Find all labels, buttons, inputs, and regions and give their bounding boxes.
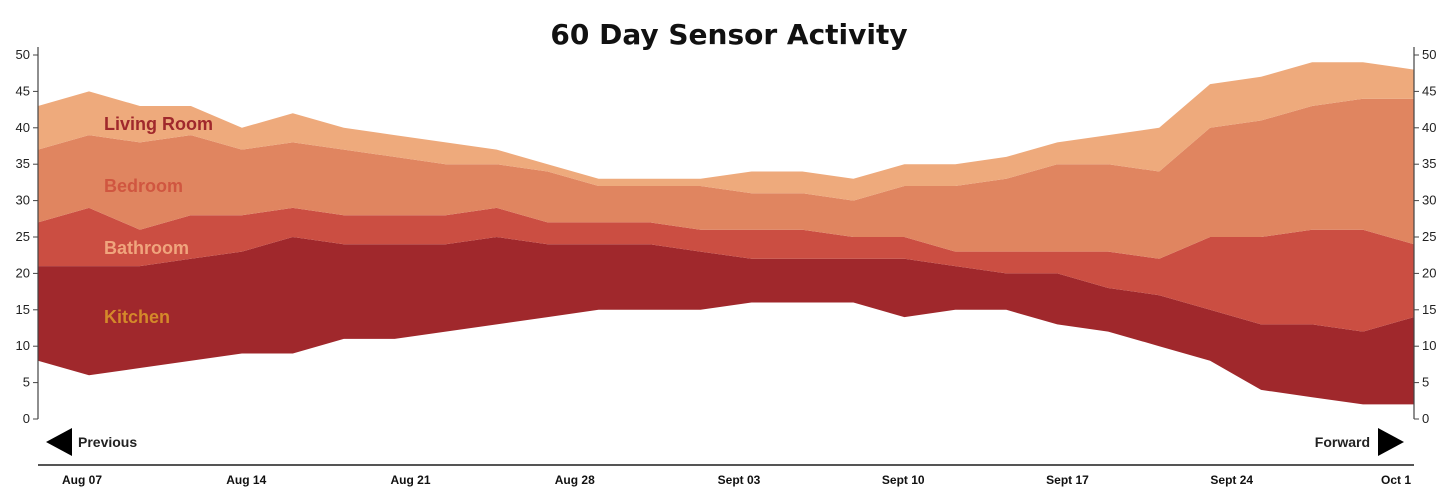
previous-label: Previous xyxy=(78,434,137,450)
y-tick-label: 35 xyxy=(16,156,30,171)
x-tick-label: Oct 1 xyxy=(1381,473,1411,487)
y-tick-label: 5 xyxy=(23,375,30,390)
y-tick-label: 15 xyxy=(16,302,30,317)
y-tick-label: 10 xyxy=(16,338,30,353)
right-arrow-icon xyxy=(1378,428,1404,456)
y-tick-label: 10 xyxy=(1422,338,1436,353)
y-tick-label: 45 xyxy=(1422,83,1436,98)
y-tick-label: 45 xyxy=(16,83,30,98)
y-tick-label: 30 xyxy=(1422,193,1436,208)
forward-button[interactable]: Forward xyxy=(1315,428,1404,456)
stacked-areas xyxy=(38,62,1414,405)
y-tick-label: 0 xyxy=(1422,411,1429,426)
y-tick-label: 25 xyxy=(16,229,30,244)
left-arrow-icon xyxy=(46,428,72,456)
x-tick-label: Sept 17 xyxy=(1046,473,1089,487)
previous-button[interactable]: Previous xyxy=(46,428,137,456)
left-y-axis: 0 5 10 15 20 25 30 35 40 45 50 xyxy=(16,47,39,426)
y-tick-label: 40 xyxy=(16,120,30,135)
y-tick-label: 40 xyxy=(1422,120,1436,135)
y-tick-label: 5 xyxy=(1422,375,1429,390)
area-bedroom xyxy=(38,98,1414,259)
series-labels: Kitchen Bathroom Bedroom Living Room xyxy=(104,114,213,327)
x-tick-label: Sept 24 xyxy=(1210,473,1253,487)
y-tick-label: 50 xyxy=(1422,47,1436,62)
x-tick-label: Aug 21 xyxy=(390,473,430,487)
series-label-bathroom: Bathroom xyxy=(104,238,189,258)
y-tick-label: 20 xyxy=(1422,265,1436,280)
forward-label: Forward xyxy=(1315,434,1370,450)
y-tick-label: 20 xyxy=(16,265,30,280)
x-tick-label: Sept 10 xyxy=(882,473,925,487)
series-label-bedroom: Bedroom xyxy=(104,176,183,196)
y-tick-label: 50 xyxy=(16,47,30,62)
x-tick-label: Aug 14 xyxy=(226,473,266,487)
area-bathroom xyxy=(38,207,1414,332)
y-tick-label: 35 xyxy=(1422,156,1436,171)
chart-title: 60 Day Sensor Activity xyxy=(550,18,907,51)
x-axis-labels: Aug 07 Aug 14 Aug 21 Aug 28 Sept 03 Sept 10 Se… xyxy=(62,473,1411,487)
area-living-room xyxy=(38,62,1414,201)
y-tick-label: 25 xyxy=(1422,229,1436,244)
x-tick-label: Aug 28 xyxy=(555,473,595,487)
y-tick-label: 30 xyxy=(16,193,30,208)
y-tick-label: 15 xyxy=(1422,302,1436,317)
x-tick-label: Aug 07 xyxy=(62,473,102,487)
series-label-living-room: Living Room xyxy=(104,114,213,134)
area-kitchen xyxy=(38,237,1414,405)
x-tick-label: Sept 03 xyxy=(718,473,761,487)
series-label-kitchen: Kitchen xyxy=(104,307,170,327)
y-tick-label: 0 xyxy=(23,411,30,426)
right-y-axis: 0 5 10 15 20 25 30 35 40 45 50 xyxy=(1413,47,1436,426)
